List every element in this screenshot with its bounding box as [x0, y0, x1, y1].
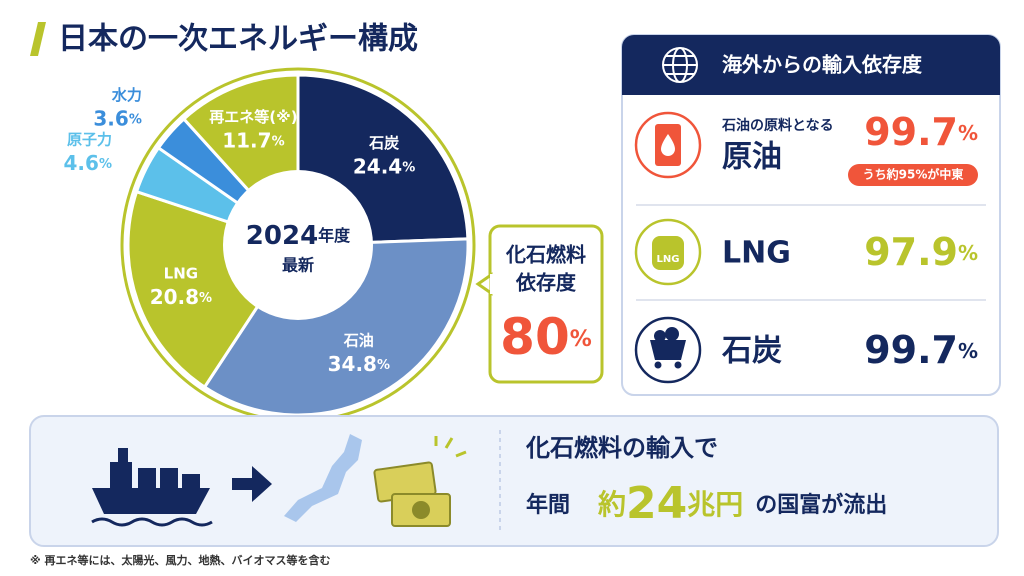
japan-map — [284, 434, 362, 522]
title: 日本の一次エネルギー構成 — [58, 22, 418, 57]
fossil-label: 依存度 — [515, 271, 577, 295]
slice-label: 再エネ等(※) — [209, 108, 297, 126]
slice-value-unit: % — [99, 156, 112, 171]
globe-icon — [662, 47, 698, 83]
crude-name: 原油 — [722, 140, 782, 175]
fossil-label: 化石燃料 — [505, 243, 586, 267]
lng-number: 97.9 — [864, 230, 958, 274]
outflow-prefix: 年間 — [526, 492, 570, 518]
money-icon — [373, 436, 467, 527]
tank — [652, 236, 684, 270]
wheel — [654, 361, 662, 369]
slice-value: 4.6% — [64, 150, 112, 174]
center-year: 2024年度 — [246, 221, 351, 251]
title-accent — [30, 22, 46, 56]
outflow-line2: 年間 約24兆円 の国富が流出 — [526, 478, 887, 529]
slice-value-unit: % — [377, 358, 390, 373]
slice-value-number: 20.8 — [150, 284, 199, 308]
slice-value: 24.4% — [353, 154, 415, 178]
slice-value-unit: % — [272, 134, 285, 149]
center-sub: 最新 — [282, 256, 314, 275]
slice-value-unit: % — [402, 160, 415, 175]
slice-value: 34.8% — [328, 352, 390, 376]
outflow-amount-pre: 約 — [597, 488, 626, 521]
arrow — [232, 466, 272, 502]
donut-hole — [223, 170, 373, 320]
crude-number: 99.7 — [864, 110, 958, 154]
crude-subtitle: 石油の原料となる — [721, 117, 834, 134]
center-year-suffix: 年度 — [318, 226, 351, 245]
lng-name: LNG — [722, 236, 791, 271]
coal-lump — [665, 327, 679, 341]
fossil-unit: % — [570, 327, 592, 352]
coal-name: 石炭 — [721, 334, 782, 369]
slice-value-number: 11.7 — [222, 128, 271, 152]
outflow-line1: 化石燃料の輸入で — [525, 434, 718, 462]
ship-icon — [91, 448, 213, 527]
drop — [661, 134, 675, 156]
outflow-amount-unit: 兆円 — [687, 488, 743, 521]
slice-value-number: 24.4 — [353, 154, 402, 178]
fossil-number: 80 — [500, 308, 570, 366]
fossil-pointer-cover — [490, 274, 494, 294]
footnote: ※ 再エネ等には、太陽光、風力、地熱、バイオマス等を含む — [30, 553, 331, 567]
import-header — [622, 35, 1000, 95]
fossil-pointer — [475, 272, 493, 296]
slice-value: 20.8% — [150, 284, 212, 308]
crude-value: 99.7% — [864, 110, 978, 154]
center-year-number: 2024 — [246, 221, 318, 251]
lng-value: 97.9% — [864, 230, 978, 274]
slice-value-number: 3.6 — [93, 106, 128, 130]
slice-label: 石油 — [343, 332, 374, 350]
pie-slice — [202, 237, 470, 417]
wheel — [674, 361, 682, 369]
coal-unit: % — [958, 339, 978, 363]
import-title: 海外からの輸入依存度 — [722, 53, 923, 77]
outflow-panel — [29, 415, 999, 547]
lng-tag: LNG — [657, 254, 680, 265]
slice-label: 石炭 — [368, 134, 399, 152]
fossil-value: 80% — [500, 308, 592, 366]
crude-unit: % — [958, 121, 978, 145]
slice-value: 3.6% — [93, 106, 141, 130]
slice-value-unit: % — [129, 112, 142, 127]
slice-label: LNG — [164, 264, 198, 282]
outflow-amount: 24 — [626, 478, 687, 529]
coal-lump — [654, 330, 666, 342]
outflow-suffix: の国富が流出 — [755, 492, 887, 518]
slice-value-unit: % — [199, 290, 212, 305]
slice-value-number: 34.8 — [328, 352, 377, 376]
fossil-box — [488, 224, 604, 384]
slice-label: 水力 — [111, 86, 142, 104]
slice-value-number: 4.6 — [64, 150, 99, 174]
slice-label: 原子力 — [67, 130, 112, 148]
cart — [650, 340, 686, 360]
slice-value: 11.7% — [222, 128, 284, 152]
crude-note-bg — [848, 164, 978, 186]
lng-unit: % — [958, 241, 978, 265]
coal-number: 99.7 — [864, 328, 958, 372]
crude-note: うち約95%が中東 — [863, 167, 964, 182]
coal-value: 99.7% — [864, 328, 978, 372]
